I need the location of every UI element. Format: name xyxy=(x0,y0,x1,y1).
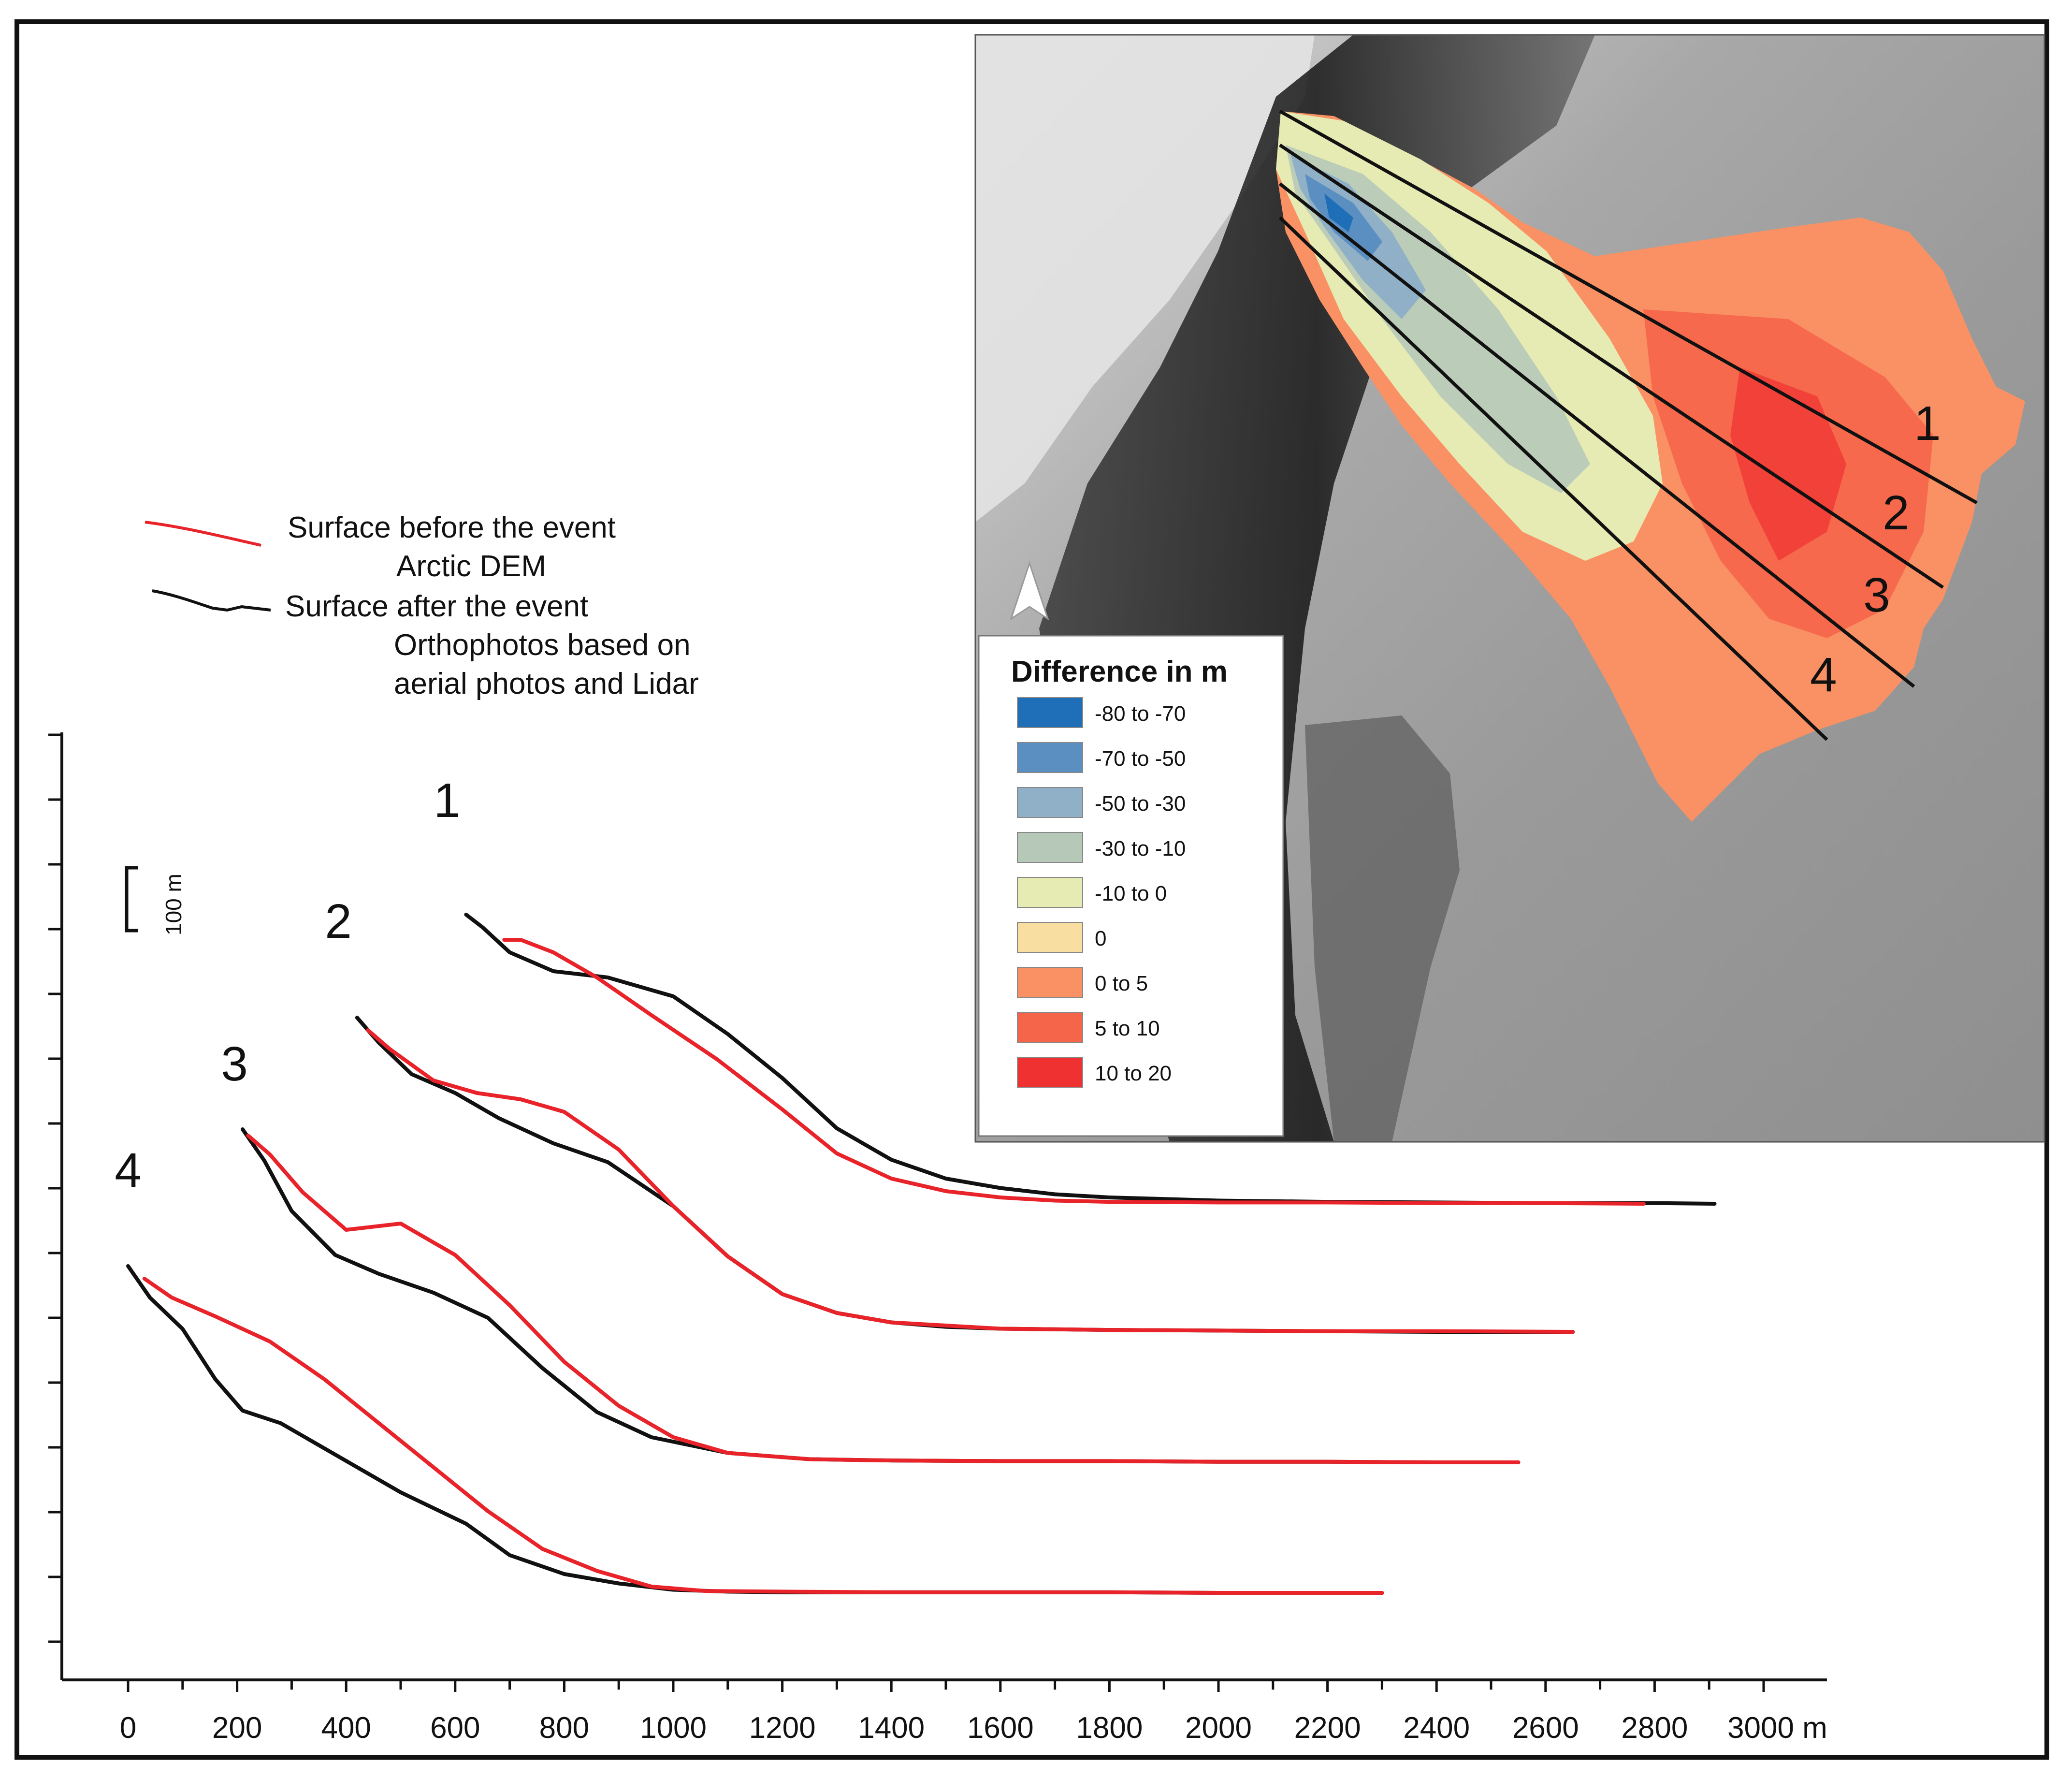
map-profile-label-2: 2 xyxy=(1883,486,1910,540)
figure-frame xyxy=(14,19,2049,1760)
x-tick-label: 1800 xyxy=(1076,1711,1143,1745)
map-profile-lines xyxy=(1278,109,1978,741)
x-tick-label: 800 xyxy=(539,1711,589,1745)
legend-class-swatch xyxy=(1017,1057,1083,1088)
map-legend-title: Difference in m xyxy=(1011,655,1228,688)
profile-2-before-line xyxy=(366,1028,1575,1334)
x-tick-label: 200 xyxy=(212,1711,262,1745)
ridge-lower xyxy=(1305,715,1460,1142)
x-tick-label: 3000 m xyxy=(1727,1711,1827,1745)
x-tick-label: 1400 xyxy=(858,1711,925,1745)
profile-3-after-line xyxy=(240,1127,1521,1464)
legend-before-source: Arctic DEM xyxy=(396,550,546,583)
map-border xyxy=(974,34,2045,1143)
profile-4-before-line xyxy=(142,1277,1384,1595)
x-tick-label: 2200 xyxy=(1294,1711,1361,1745)
scale-label: 100 m xyxy=(161,874,186,935)
legend-class-swatch xyxy=(1017,922,1083,953)
x-tick-label: 2400 xyxy=(1403,1711,1470,1745)
legend-after-source-2: aerial photos and Lidar xyxy=(394,667,699,700)
legend-class-swatch xyxy=(1017,832,1083,863)
map-profile-line-3 xyxy=(1278,182,1915,688)
map-inset: 1 2 3 4 Difference in m -80 to -70 -70 to… xyxy=(974,34,2045,1143)
legend-class-label: -30 to -10 xyxy=(1095,837,1186,860)
plateau-light xyxy=(975,35,1315,522)
legend-class-label: -50 to -30 xyxy=(1095,792,1186,816)
profile-label-2: 2 xyxy=(325,894,352,948)
legend-class-swatch xyxy=(1017,877,1083,908)
map-profile-label-1: 1 xyxy=(1914,396,1941,451)
profile-label-3: 3 xyxy=(221,1037,248,1091)
legend-class-swatch xyxy=(1017,1012,1083,1043)
legend-class-swatch xyxy=(1017,742,1083,773)
map-profile-label-3: 3 xyxy=(1863,568,1890,622)
legend-class-swatch xyxy=(1017,787,1083,818)
legend-class-label: -80 to -70 xyxy=(1095,702,1186,726)
x-tick-label: 2600 xyxy=(1512,1711,1579,1745)
legend-after-source-1: Orthophotos based on xyxy=(394,628,691,662)
y-ticks xyxy=(48,733,62,1643)
map-legend: Difference in m -80 to -70 -70 to -50 -50 … xyxy=(978,635,1284,1137)
legend-class-label: 10 to 20 xyxy=(1095,1062,1172,1085)
legend-swatch-before xyxy=(145,521,261,547)
x-tick-label: 2800 xyxy=(1621,1711,1688,1745)
scale-bracket xyxy=(125,866,138,933)
legend-class-label: -70 to -50 xyxy=(1095,747,1186,771)
profile-4-after-line xyxy=(126,1264,1384,1595)
legend-class-label: -10 to 0 xyxy=(1095,882,1167,905)
line-legend: Surface before the event Arctic DEM Surf… xyxy=(145,511,699,700)
x-tick-label: 600 xyxy=(430,1711,480,1745)
x-tick-label: 1600 xyxy=(967,1711,1034,1745)
map-profile-label-4: 4 xyxy=(1810,648,1837,702)
legend-class-label: 5 to 10 xyxy=(1095,1017,1160,1040)
map-profile-line-1 xyxy=(1279,109,1978,505)
legend-class-swatch xyxy=(1017,967,1083,998)
north-arrow-icon xyxy=(1010,561,1049,621)
x-tick-label: 2000 xyxy=(1185,1711,1252,1745)
vertical-scale-bar: 100 m xyxy=(125,866,186,935)
profile-label-1: 1 xyxy=(434,773,461,828)
profile-chart: 0 200 400 600 800 1000 1200 1400 1600 1800 2000 220… xyxy=(48,732,1827,1745)
legend-swatch-after xyxy=(152,589,271,612)
x-tick-label: 0 xyxy=(120,1711,136,1745)
x-tick-label: 1200 xyxy=(749,1711,816,1745)
legend-after-label: Surface after the event xyxy=(285,590,588,623)
legend-class-label: 0 to 5 xyxy=(1095,972,1148,995)
legend-class-label: 0 xyxy=(1095,927,1106,950)
legend-class-swatch xyxy=(1017,697,1083,728)
x-tick-label: 1000 xyxy=(640,1711,707,1745)
x-tick-label: 400 xyxy=(321,1711,371,1745)
profiles: 1 2 3 4 xyxy=(115,773,1717,1595)
deposit-10-20 xyxy=(1730,367,1846,561)
zone-minus80-minus70 xyxy=(1324,193,1353,232)
x-ticks: 0 200 400 600 800 1000 1200 1400 1600 1800 2000 220… xyxy=(120,1680,1827,1745)
profile-3-before-line xyxy=(246,1134,1521,1464)
legend-before-label: Surface before the event xyxy=(288,511,616,544)
profile-label-4: 4 xyxy=(115,1143,142,1197)
profile-1-before-line xyxy=(502,938,1646,1206)
map-profile-line-4 xyxy=(1278,216,1828,741)
map-profile-line-2 xyxy=(1279,144,1944,589)
